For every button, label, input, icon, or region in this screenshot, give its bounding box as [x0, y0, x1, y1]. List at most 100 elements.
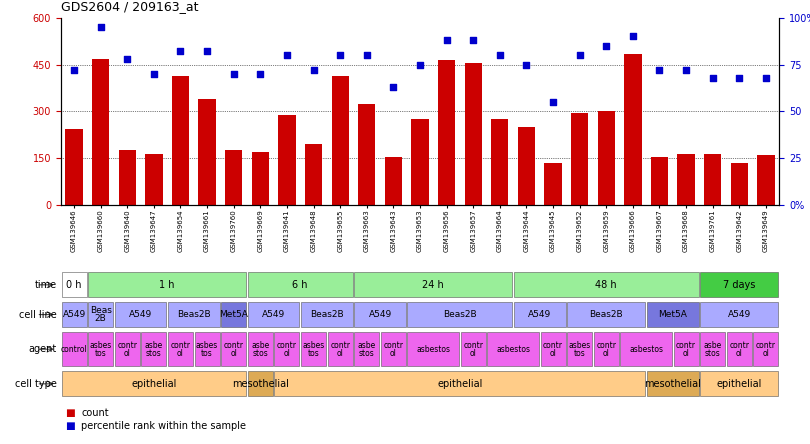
Point [174, 48, 187, 55]
Bar [677, 154, 695, 205]
Point [228, 71, 241, 78]
Bar [438, 60, 455, 205]
Text: 48 h: 48 h [595, 280, 617, 290]
Text: asbes
tos: asbes tos [569, 341, 590, 358]
Bar [118, 151, 136, 205]
Text: contr
ol: contr ol [676, 341, 696, 358]
Bar [731, 163, 748, 205]
Text: epithelial: epithelial [717, 379, 762, 389]
Bar [753, 332, 778, 366]
Bar [461, 332, 486, 366]
Text: A549: A549 [528, 310, 552, 319]
Bar [514, 302, 565, 327]
Text: Beas2B: Beas2B [590, 310, 623, 319]
Bar [145, 154, 163, 205]
Bar [88, 272, 246, 297]
Bar [358, 103, 375, 205]
Bar [700, 272, 778, 297]
Bar [544, 163, 561, 205]
Point [413, 61, 426, 68]
Text: 6 h: 6 h [292, 280, 308, 290]
Text: asbestos: asbestos [629, 345, 663, 354]
Bar [248, 371, 273, 396]
Point [653, 67, 666, 74]
Point [254, 71, 266, 78]
Point [547, 99, 560, 106]
Text: control: control [61, 345, 87, 354]
Point [280, 52, 293, 59]
Bar [571, 113, 588, 205]
Point [121, 56, 134, 63]
Bar [88, 302, 113, 327]
Text: A549: A549 [369, 310, 392, 319]
Point [67, 67, 80, 74]
Bar [354, 302, 406, 327]
Bar [88, 332, 113, 366]
Bar [704, 154, 722, 205]
Point [467, 37, 480, 44]
Text: A549: A549 [129, 310, 152, 319]
Text: asbes
tos: asbes tos [302, 341, 325, 358]
Point [440, 37, 453, 44]
Bar [328, 332, 352, 366]
Point [387, 83, 400, 91]
Bar [225, 151, 242, 205]
Bar [407, 332, 459, 366]
Text: time: time [35, 280, 57, 290]
Bar [62, 272, 87, 297]
Bar [385, 157, 402, 205]
Text: epithelial: epithelial [437, 379, 483, 389]
Bar [279, 115, 296, 205]
Bar [92, 59, 109, 205]
Text: asbestos: asbestos [416, 345, 450, 354]
Bar [275, 371, 646, 396]
Bar [248, 272, 352, 297]
Text: asbestos: asbestos [496, 345, 530, 354]
Bar [115, 332, 140, 366]
Text: count: count [81, 408, 109, 418]
Bar [115, 302, 166, 327]
Bar [411, 119, 428, 205]
Bar [331, 75, 349, 205]
Bar [168, 332, 193, 366]
Bar [305, 144, 322, 205]
Bar [700, 371, 778, 396]
Bar [465, 63, 482, 205]
Text: percentile rank within the sample: percentile rank within the sample [81, 421, 246, 431]
Point [760, 74, 773, 81]
Bar [381, 332, 406, 366]
Text: contr
ol: contr ol [330, 341, 350, 358]
Bar [674, 332, 698, 366]
Text: contr
ol: contr ol [277, 341, 297, 358]
Bar [62, 332, 87, 366]
Bar [142, 332, 166, 366]
Bar [252, 152, 269, 205]
Text: Beas2B: Beas2B [310, 310, 343, 319]
Bar [172, 75, 190, 205]
Point [680, 67, 693, 74]
Text: Met5A: Met5A [659, 310, 687, 319]
Bar [518, 127, 535, 205]
Text: 1 h: 1 h [160, 280, 175, 290]
Point [94, 24, 107, 31]
Point [307, 67, 320, 74]
Text: Met5A: Met5A [220, 310, 248, 319]
Text: asbe
stos: asbe stos [704, 341, 722, 358]
Text: contr
ol: contr ol [596, 341, 616, 358]
Bar [700, 332, 725, 366]
Bar [567, 302, 646, 327]
Bar [647, 371, 698, 396]
Bar [275, 332, 300, 366]
Text: asbes
tos: asbes tos [196, 341, 218, 358]
Point [706, 74, 719, 81]
Text: asbe
stos: asbe stos [251, 341, 270, 358]
Text: mesothelial: mesothelial [232, 379, 288, 389]
Text: ■: ■ [65, 421, 75, 431]
Text: 24 h: 24 h [423, 280, 444, 290]
Text: A549: A549 [727, 310, 751, 319]
Text: mesothelial: mesothelial [644, 379, 701, 389]
Bar [598, 111, 615, 205]
Bar [514, 272, 698, 297]
Bar [540, 332, 565, 366]
Text: asbe
stos: asbe stos [358, 341, 376, 358]
